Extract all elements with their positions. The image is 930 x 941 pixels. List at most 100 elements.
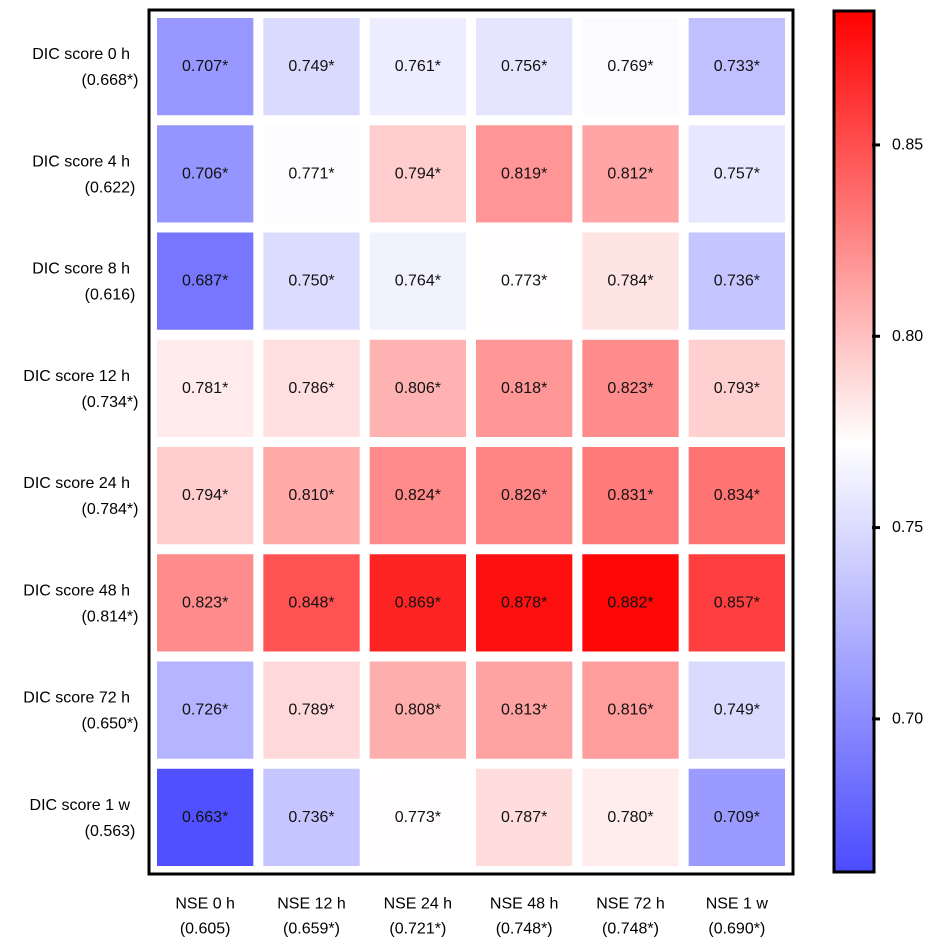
column-auc-label: (0.748*)	[602, 921, 659, 938]
cell-value-label: 0.793*	[714, 380, 760, 397]
cell-value-label: 0.709*	[714, 809, 760, 826]
cell-value-label: 0.831*	[607, 487, 653, 504]
heatmap-cell	[263, 339, 360, 437]
cell-value-label: 0.869*	[395, 594, 441, 611]
cell-value-label: 0.773*	[395, 809, 441, 826]
heatmap-cell	[582, 232, 679, 330]
cell-value-label: 0.736*	[714, 273, 760, 290]
cell-value-label: 0.756*	[501, 58, 547, 75]
heatmap-cell	[263, 125, 360, 223]
column-auc-label: (0.748*)	[496, 921, 553, 938]
heatmap-cell	[582, 554, 679, 652]
cell-value-label: 0.769*	[607, 58, 653, 75]
heatmap-cell	[157, 125, 254, 223]
cell-value-label: 0.794*	[182, 487, 228, 504]
heatmap-cell	[157, 447, 254, 545]
heatmap-cell	[688, 661, 785, 759]
row-labels: DIC score 0 h (0.668*) DIC score 4 h (0.622…	[23, 46, 138, 840]
heatmap-cell	[688, 768, 785, 866]
heatmap-cell	[157, 18, 254, 116]
heatmap-cell	[263, 232, 360, 330]
row-auc-label: (0.814*)	[82, 608, 139, 625]
heatmap-cell	[369, 661, 466, 759]
cell-value-label: 0.818*	[501, 380, 547, 397]
cell-value-label: 0.663*	[182, 809, 228, 826]
cell-value-label: 0.823*	[607, 380, 653, 397]
heatmap-cell	[369, 339, 466, 437]
cell-value-label: 0.757*	[714, 165, 760, 182]
cell-value-label: 0.733*	[714, 58, 760, 75]
cell-value-label: 0.878*	[501, 594, 547, 611]
row-label: DIC score 8 h	[32, 261, 130, 278]
cell-value-label: 0.823*	[182, 594, 228, 611]
heatmap-cell	[157, 339, 254, 437]
heatmap-cell	[582, 661, 679, 759]
row-auc-label: (0.563)	[85, 823, 136, 840]
cell-value-label: 0.808*	[395, 702, 441, 719]
cell-value-label: 0.826*	[501, 487, 547, 504]
cell-value-label: 0.773*	[501, 273, 547, 290]
heatmap-cell	[688, 125, 785, 223]
row-label: DIC score 48 h	[23, 582, 130, 599]
cell-value-label: 0.764*	[395, 273, 441, 290]
cell-value-label: 0.824*	[395, 487, 441, 504]
heatmap-cell	[263, 768, 360, 866]
heatmap-cell	[476, 125, 573, 223]
heatmap-cell	[263, 554, 360, 652]
cell-value-label: 0.726*	[182, 702, 228, 719]
column-label: NSE 24 h	[384, 896, 452, 913]
cell-value-label: 0.813*	[501, 702, 547, 719]
row-auc-label: (0.668*)	[82, 72, 139, 89]
heatmap-cell	[369, 125, 466, 223]
row-label: DIC score 4 h	[32, 153, 130, 170]
row-auc-label: (0.616)	[85, 287, 136, 304]
heatmap-cell	[582, 339, 679, 437]
colorbar	[832, 9, 876, 874]
heatmap-cell	[476, 554, 573, 652]
cell-value-label: 0.806*	[395, 380, 441, 397]
heatmap-cell	[582, 768, 679, 866]
row-label: DIC score 72 h	[23, 690, 130, 707]
row-label: DIC score 24 h	[23, 475, 130, 492]
row-auc-label: (0.734*)	[82, 394, 139, 411]
cell-value-label: 0.761*	[395, 58, 441, 75]
row-label: DIC score 12 h	[23, 368, 130, 385]
cell-value-label: 0.749*	[288, 58, 334, 75]
colorbar-tick-label: 0.70	[892, 710, 923, 727]
heatmap-cell	[263, 447, 360, 545]
heatmap-frame	[147, 8, 795, 876]
heatmap-cell	[157, 768, 254, 866]
column-auc-label: (0.690*)	[708, 921, 765, 938]
cell-value-label: 0.781*	[182, 380, 228, 397]
column-label: NSE 1 w	[706, 896, 769, 913]
cell-value-label: 0.816*	[607, 702, 653, 719]
cell-value-label: 0.706*	[182, 165, 228, 182]
heatmap-cell	[157, 554, 254, 652]
heatmap-cell	[476, 768, 573, 866]
heatmap-cell	[369, 232, 466, 330]
heatmap-cell	[369, 768, 466, 866]
cell-value-label: 0.789*	[288, 702, 334, 719]
cell-value-label: 0.848*	[288, 594, 334, 611]
heatmap-cell	[476, 447, 573, 545]
heatmap-cell	[476, 18, 573, 116]
cell-value-label: 0.812*	[607, 165, 653, 182]
heatmap-cell	[263, 18, 360, 116]
cell-value-label: 0.834*	[714, 487, 760, 504]
column-auc-label: (0.721*)	[389, 921, 446, 938]
heatmap-cells: 0.707* 0.749* 0.761* 0.756* 0.769* 0.733* 0.70…	[157, 18, 785, 866]
heatmap-cell	[157, 661, 254, 759]
heatmap-cell	[582, 125, 679, 223]
cell-value-label: 0.771*	[288, 165, 334, 182]
row-label: DIC score 1 w	[30, 797, 131, 814]
colorbar-tick-label: 0.85	[892, 136, 923, 153]
cell-value-label: 0.736*	[288, 809, 334, 826]
heatmap-cell	[263, 661, 360, 759]
row-auc-label: (0.622)	[85, 179, 136, 196]
cell-value-label: 0.810*	[288, 487, 334, 504]
cell-value-label: 0.819*	[501, 165, 547, 182]
cell-value-label: 0.857*	[714, 594, 760, 611]
cell-value-label: 0.794*	[395, 165, 441, 182]
row-auc-label: (0.650*)	[82, 716, 139, 733]
